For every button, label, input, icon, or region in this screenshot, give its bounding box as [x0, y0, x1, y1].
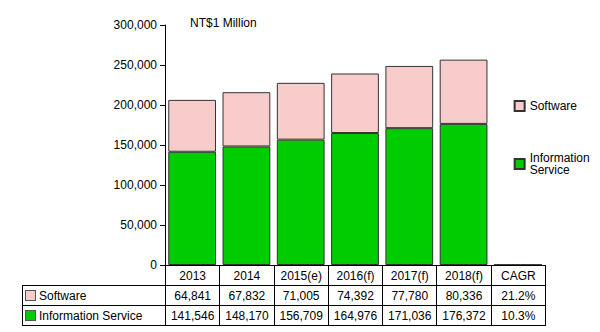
html-text:80,336: 80,336 [445, 288, 483, 303]
html-text:74,392: 74,392 [337, 288, 374, 303]
svg-text:0: 0 [150, 258, 157, 272]
html-text:CAGR: CAGR [501, 268, 536, 283]
svg-text:50,000: 50,000 [120, 218, 157, 232]
svg-text:200,000: 200,000 [114, 98, 158, 112]
html-text:Information Service: Information Service [39, 308, 143, 323]
html-text:Software: Software [39, 288, 87, 303]
html-text:71,005: 71,005 [282, 288, 320, 303]
html-text:2013: 2013 [179, 268, 206, 283]
html-text:2018(f): 2018(f) [445, 268, 484, 283]
html-text:141,546: 141,546 [170, 308, 215, 323]
svg-text:Information: Information [529, 151, 593, 165]
html-text:21.2%: 21.2% [501, 288, 536, 303]
html-text:156,709: 156,709 [279, 308, 323, 323]
html-text:64,841: 64,841 [174, 288, 211, 303]
svg-text:Service: Service [530, 163, 570, 177]
html-text:164,976: 164,976 [333, 308, 378, 323]
html-text:171,036: 171,036 [388, 308, 432, 323]
html-text:10.3%: 10.3% [501, 308, 536, 323]
svg-text:NT$1 Million: NT$1 Million [190, 16, 257, 30]
html-text:148,170: 148,170 [225, 308, 269, 323]
html-text:176,372: 176,372 [442, 308, 486, 323]
html-text:67,832: 67,832 [228, 288, 266, 303]
html-text:77,780: 77,780 [391, 288, 429, 303]
html-text:2016(f): 2016(f) [336, 268, 375, 283]
svg-text:Software: Software [530, 99, 578, 113]
svg-text:300,000: 300,000 [114, 18, 158, 32]
svg-text:250,000: 250,000 [114, 58, 158, 72]
html-text:2014: 2014 [233, 268, 261, 283]
html-text:2015(e): 2015(e) [280, 268, 322, 283]
svg-text:100,000: 100,000 [114, 178, 158, 192]
svg-text:150,000: 150,000 [114, 138, 158, 152]
html-text:2017(f): 2017(f) [390, 268, 429, 283]
